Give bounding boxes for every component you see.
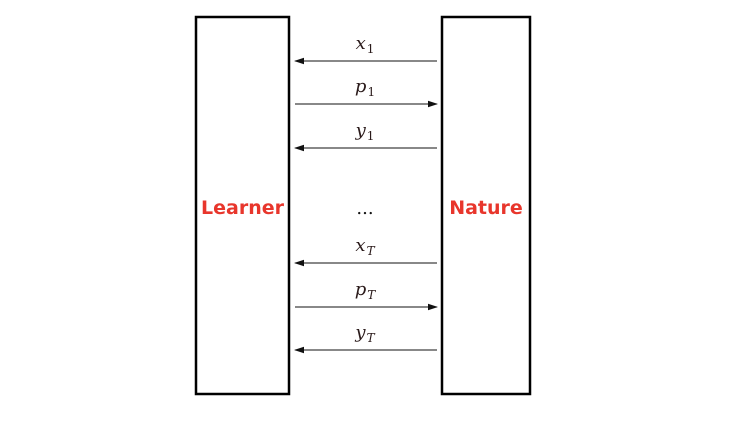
message-variable: x bbox=[355, 235, 365, 256]
message-subscript: T bbox=[367, 331, 376, 345]
message-subscript: T bbox=[367, 244, 376, 258]
message-x-1: x1 bbox=[294, 33, 437, 65]
message-variable: x bbox=[356, 33, 366, 54]
message-y-T: yT bbox=[294, 322, 437, 354]
message-subscript: 1 bbox=[367, 129, 375, 143]
message-p-1: p1 bbox=[295, 76, 438, 108]
message-x-T: xT bbox=[294, 235, 437, 267]
message-label: pT bbox=[355, 279, 377, 302]
message-variable: y bbox=[354, 322, 366, 343]
message-variable: p bbox=[355, 279, 367, 300]
message-subscript: T bbox=[367, 288, 376, 302]
message-variable: y bbox=[355, 120, 367, 141]
message-p-T: pT bbox=[295, 279, 438, 311]
message-label: x1 bbox=[356, 33, 375, 56]
nature-box-frame bbox=[440, 15, 532, 396]
learner-label: Learner bbox=[201, 197, 285, 219]
ellipsis: ... bbox=[356, 198, 373, 219]
message-label: y1 bbox=[355, 120, 375, 143]
message-y-1: y1 bbox=[294, 120, 437, 152]
learner-box: Learner bbox=[194, 15, 291, 396]
message-subscript: 1 bbox=[367, 85, 375, 99]
nature-label: Nature bbox=[449, 197, 523, 219]
message-label: xT bbox=[355, 235, 375, 258]
message-variable: p bbox=[355, 76, 367, 97]
message-subscript: 1 bbox=[367, 42, 375, 56]
learner-box-frame bbox=[194, 15, 291, 396]
message-label: p1 bbox=[355, 76, 375, 99]
nature-box: Nature bbox=[440, 15, 532, 396]
message-label: yT bbox=[354, 322, 375, 345]
